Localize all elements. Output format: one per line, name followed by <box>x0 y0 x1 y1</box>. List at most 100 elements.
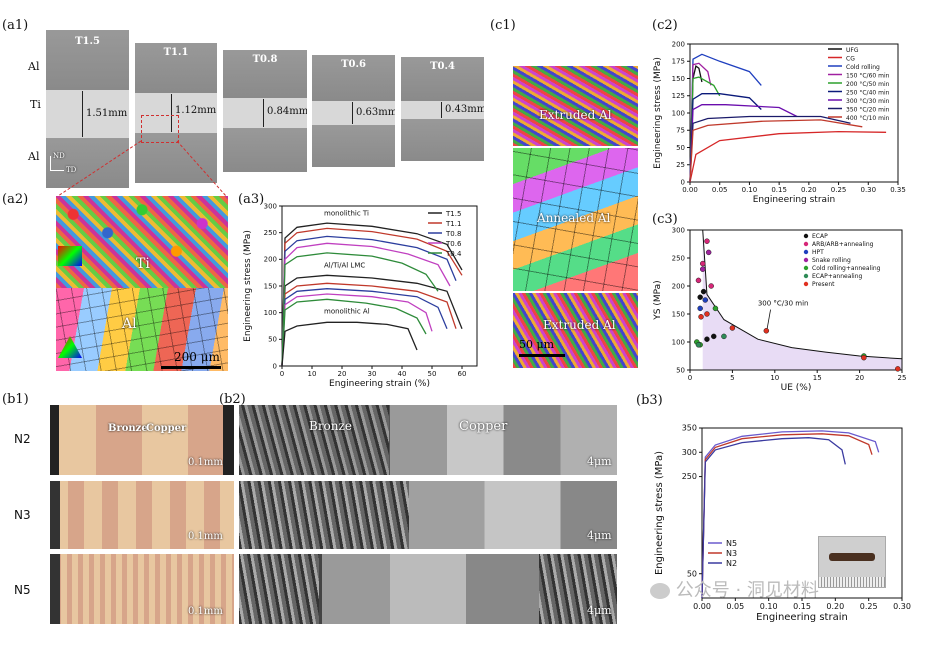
optical-n2: Bronze Copper 0.1mm <box>50 405 234 475</box>
legend-marker <box>803 233 809 239</box>
y-tick-label: 150 <box>672 310 685 318</box>
thickness-label: 1.12mm <box>175 105 217 116</box>
y-tick-label: 25 <box>676 161 685 169</box>
ys-ue-region <box>702 230 902 370</box>
data-point <box>695 277 702 284</box>
wechat-icon <box>650 583 670 599</box>
y-tick-label: 100 <box>672 109 685 117</box>
legend-marker <box>803 241 809 247</box>
sample-T1.1: T1.1 1.12mm <box>135 43 217 183</box>
scale-bar-label: 0.1mm <box>188 457 223 468</box>
scale-bar-label: 4μm <box>587 455 612 468</box>
y-axis-label: Engineering stress (MPa) <box>243 230 253 342</box>
row-label-n2: N2 <box>14 432 31 446</box>
series-line <box>281 282 457 367</box>
sample-T0.6: T0.6 0.63mm <box>312 55 395 167</box>
legend-entry: 200 °C/50 min <box>846 81 890 88</box>
tem-n3: 4μm <box>239 481 617 549</box>
data-point <box>702 297 709 303</box>
legend-marker <box>803 265 809 271</box>
chart-c3: 0 5 10 15 20 25 50 100 150 200 250 300 UE (%) YS (MPa… <box>653 226 906 393</box>
data-point <box>729 325 736 331</box>
data-point <box>721 333 727 340</box>
series-line <box>689 104 798 183</box>
sample-title: T1.5 <box>75 36 100 47</box>
legend-marker <box>803 249 809 255</box>
series-line <box>281 298 427 367</box>
y-tick-label: 0 <box>681 178 685 186</box>
legend-entry: N2 <box>726 559 737 568</box>
series-line <box>281 274 463 367</box>
y-tick-label: 50 <box>268 336 277 344</box>
y-tick-label: 200 <box>672 40 685 48</box>
x-tick-label: 60 <box>458 370 467 378</box>
data-point <box>704 311 710 317</box>
x-tick-label: 10 <box>770 374 779 382</box>
thickness-label: 0.84mm <box>267 106 307 117</box>
panel-label-b2: (b2) <box>219 392 246 407</box>
x-axis-label: Engineering strain (%) <box>329 379 430 389</box>
scale-bar-label: 200 μm <box>174 350 220 364</box>
scale-bar-label: 4μm <box>587 529 612 542</box>
series-line <box>281 321 418 367</box>
nd-axis-label: ND <box>53 152 65 160</box>
y-tick-label: 300 <box>672 226 685 234</box>
sample-title: T0.6 <box>341 59 366 70</box>
legend-entry: T1.5 <box>445 210 461 218</box>
data-point <box>699 260 706 267</box>
x-tick-label: 0.15 <box>793 602 811 611</box>
al-top-label: Al <box>28 60 40 73</box>
x-tick-label: 0.30 <box>893 602 911 611</box>
x-tick-label: 0 <box>280 370 284 378</box>
extruded-top-label: Extruded Al <box>539 108 612 122</box>
legend-entry: T0.4 <box>445 250 462 258</box>
x-tick-label: 0 <box>688 374 692 382</box>
x-tick-label: 0.25 <box>860 602 878 611</box>
panel-label-b3: (b3) <box>636 393 663 408</box>
scale-bar-label: 0.1mm <box>188 606 223 617</box>
y-tick-label: 50 <box>687 569 697 578</box>
data-point <box>697 305 703 312</box>
panel-label-c1: (c1) <box>490 18 516 33</box>
y-tick-label: 75 <box>676 127 685 135</box>
legend-entry: N3 <box>726 549 737 558</box>
legend-entry: 400 °C/10 min <box>846 115 890 122</box>
x-axis-label: Engineering strain <box>753 195 836 205</box>
x-tick-label: 0.20 <box>801 186 817 194</box>
chart-a3: 0 10 20 30 40 50 60 0 50 100 150 200 250 300 Engineeri… <box>243 202 478 389</box>
y-tick-label: 150 <box>672 75 685 83</box>
scale-bar-label: 4μm <box>587 604 612 617</box>
optical-n5: 0.1mm <box>50 554 234 624</box>
legend-entry: ECAP+annealing <box>812 273 863 280</box>
scale-bar-label: 0.1mm <box>188 531 223 542</box>
chart-annotation: monolithic Al <box>324 308 370 316</box>
data-point <box>710 333 717 340</box>
scale-bar-label: 50 μm <box>519 338 555 351</box>
copper-label: Copper <box>459 419 508 434</box>
y-tick-label: 175 <box>672 58 685 66</box>
y-tick-label: 300 <box>264 202 277 210</box>
series-line <box>701 433 873 599</box>
sample-T0.8: T0.8 0.84mm <box>223 50 307 172</box>
x-tick-label: 0.00 <box>693 602 711 611</box>
data-point <box>704 238 710 244</box>
thickness-label: 1.51mm <box>86 108 128 119</box>
legend-entry: CG <box>846 56 855 63</box>
extruded-bottom-label: Extruded Al <box>543 318 616 332</box>
series-line <box>281 235 457 367</box>
x-tick-label: 5 <box>730 374 734 382</box>
x-tick-label: 0.25 <box>831 186 847 194</box>
panel-label-a2: (a2) <box>2 192 29 207</box>
y-tick-label: 100 <box>672 338 685 346</box>
legend-entry: HPT <box>812 249 824 256</box>
legend-entry: ECAP <box>812 233 828 240</box>
ys-ue-boundary <box>702 229 903 360</box>
series-line <box>281 252 439 367</box>
legend-entry: 150 °C/60 min <box>846 73 890 80</box>
series-line <box>689 93 762 183</box>
bronze-label: Bronze <box>108 423 148 434</box>
bronze-label: Bronze <box>309 419 352 433</box>
ebsd-map-c1: Extruded Al Annealed Al Extruded Al 50 μ… <box>513 66 638 368</box>
chart-c2: 0.00 0.05 0.10 0.15 0.20 0.25 0.30 0.35 0 25 50 75 1… <box>653 40 906 205</box>
x-tick-label: 20 <box>855 374 864 382</box>
